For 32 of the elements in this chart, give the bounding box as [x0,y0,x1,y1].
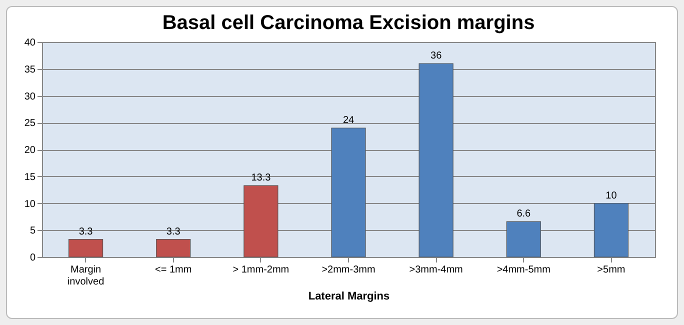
bar [331,128,366,258]
x-axis-title: Lateral Margins [308,290,390,302]
data-label: 6.6 [516,208,532,220]
data-label: 3.3 [78,226,94,238]
data-label: 3.3 [166,226,181,238]
data-label: 24 [342,115,354,126]
x-tick-label: <= 1mm [155,264,192,276]
bar [244,185,278,258]
bar [68,238,104,258]
x-tick-label: >4mm-5mm [496,264,550,276]
data-label: 36 [430,50,442,62]
data-label: 10 [606,190,618,202]
x-tick-label: >3mm-4mm [409,264,463,276]
chart-title: Basal cell Carcinoma Excision margins [162,12,535,34]
x-tick-label: > 1mm-2mm [232,264,290,276]
y-tick-label: 40 [24,38,36,48]
data-label: 13.3 [251,172,272,184]
x-tick-label: Margin involved [67,264,104,288]
y-tick-label: 0 [30,252,36,264]
x-tick-label: >2mm-3mm [322,264,376,276]
y-tick-label: 5 [30,226,36,237]
bar [594,202,629,258]
y-tick-label: 10 [24,198,36,210]
bar [506,221,541,258]
y-tick-label: 15 [24,172,36,183]
y-tick-label: 25 [24,118,36,130]
y-tick-label: 20 [24,145,36,156]
y-tick-label: 30 [24,91,36,102]
x-tick-label: >5mm [597,264,626,276]
bar [156,238,191,258]
bar [418,63,454,258]
y-tick-label: 35 [24,64,36,76]
